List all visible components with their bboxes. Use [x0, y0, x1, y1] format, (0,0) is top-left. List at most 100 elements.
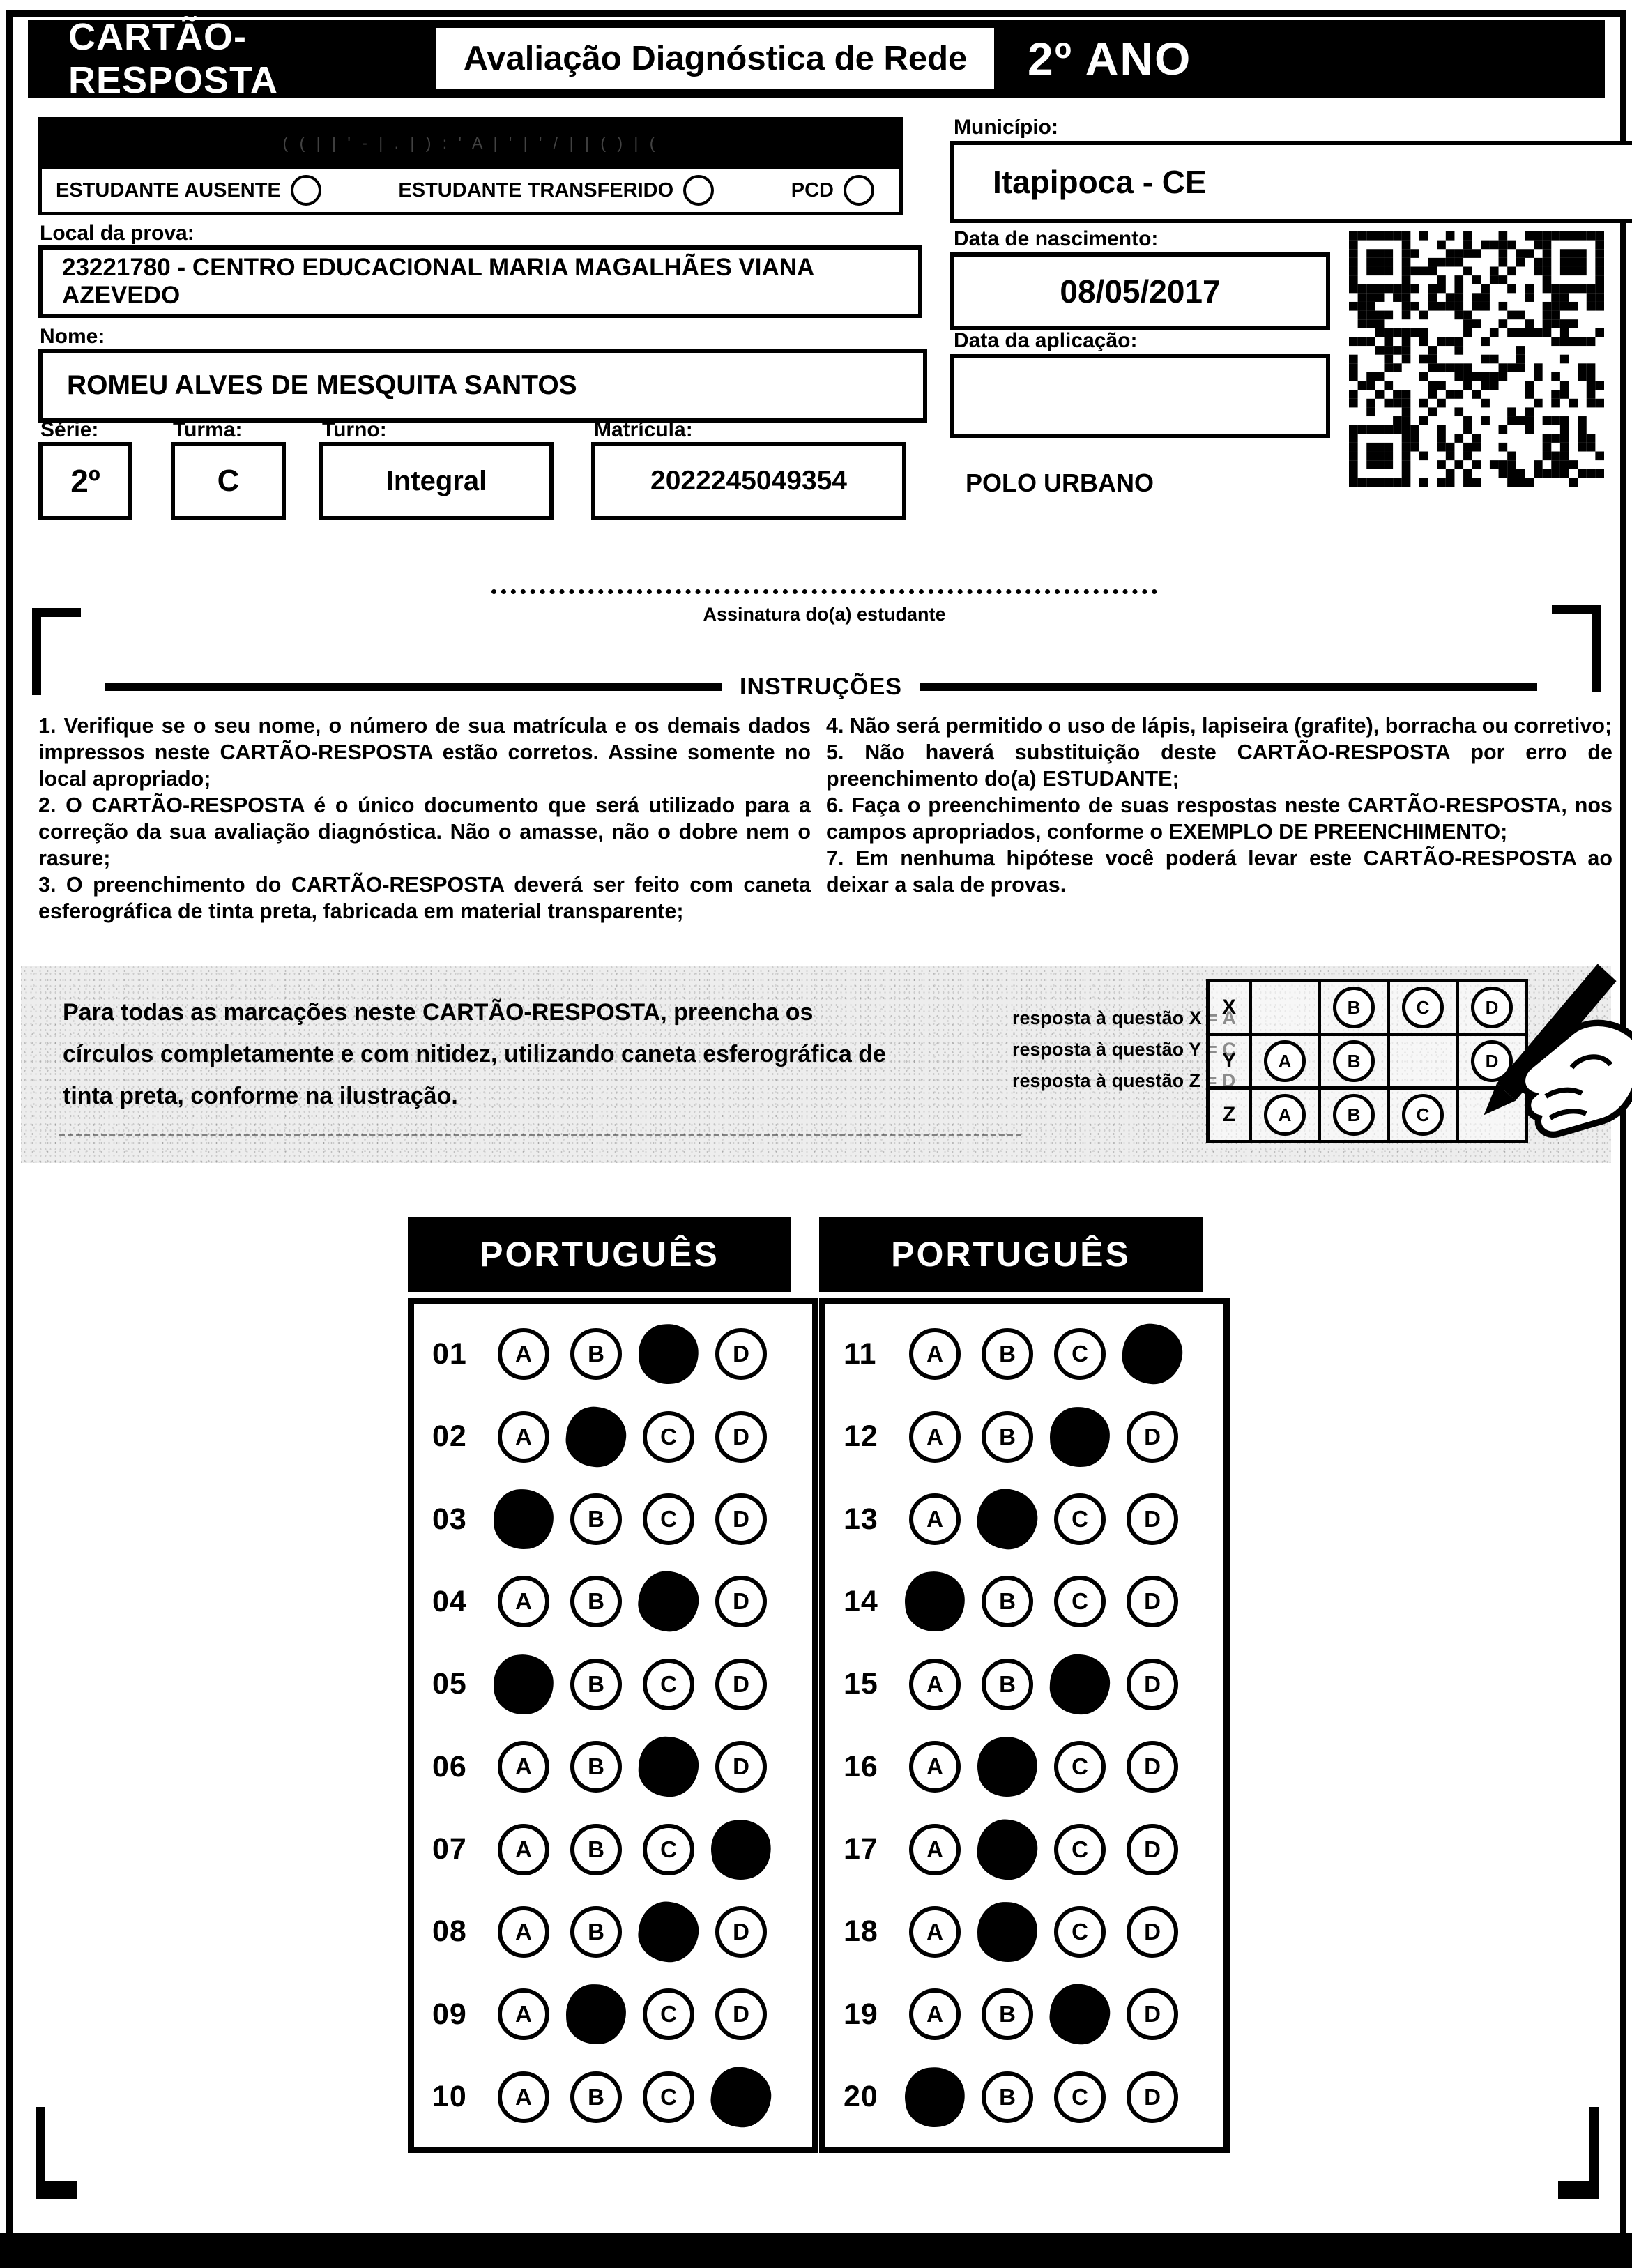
answer-bubble-slot[interactable]: A [905, 1817, 965, 1882]
answer-bubble-slot[interactable]: A [494, 1569, 554, 1634]
answer-bubble-slot[interactable]: B [977, 1569, 1037, 1634]
answer-bubble-slot[interactable]: D [711, 1321, 771, 1387]
answer-bubble[interactable]: C [1402, 1094, 1444, 1136]
answer-bubble-slot[interactable]: D [1122, 1817, 1182, 1882]
answer-bubble-slot[interactable] [1048, 1404, 1112, 1470]
filled-bubble-mark[interactable] [491, 1487, 556, 1551]
answer-bubble[interactable]: A [498, 1410, 549, 1463]
filled-bubble-mark[interactable] [635, 1898, 702, 1965]
answer-bubble[interactable]: D [1127, 1823, 1178, 1875]
answer-bubble[interactable]: B [1333, 1040, 1375, 1082]
answer-bubble[interactable]: D [715, 1905, 767, 1958]
filled-bubble-mark[interactable] [901, 2063, 968, 2131]
answer-bubble-slot[interactable]: A [905, 1899, 965, 1965]
answer-bubble-slot[interactable]: D [1122, 1981, 1182, 2047]
answer-bubble-slot[interactable]: C [639, 1404, 699, 1470]
example-bubble-cell[interactable]: C [1387, 979, 1459, 1036]
example-bubble-cell[interactable] [1387, 1033, 1459, 1090]
answer-bubble-slot[interactable]: B [977, 2064, 1037, 2130]
answer-bubble[interactable]: A [909, 1741, 961, 1793]
example-bubble-cell[interactable]: C [1387, 1086, 1459, 1143]
answer-bubble-slot[interactable] [974, 1816, 1041, 1883]
answer-bubble-slot[interactable]: D [711, 1486, 771, 1552]
answer-bubble[interactable]: C [1054, 1493, 1106, 1546]
answer-bubble-slot[interactable]: A [494, 1734, 554, 1799]
answer-bubble[interactable]: A [498, 2071, 549, 2123]
answer-bubble-slot[interactable]: A [494, 2064, 554, 2130]
filled-bubble-mark[interactable] [973, 1484, 1042, 1554]
answer-bubble[interactable]: A [498, 1741, 549, 1793]
filled-bubble-mark[interactable] [563, 1404, 629, 1470]
answer-bubble-slot[interactable]: C [1050, 2064, 1110, 2130]
answer-bubble[interactable]: B [570, 1328, 622, 1380]
example-bubble-cell[interactable]: B [1318, 1086, 1390, 1143]
answer-bubble[interactable]: B [570, 1905, 622, 1958]
answer-bubble[interactable]: A [909, 1988, 961, 2041]
example-bubble-cell[interactable]: D [1456, 979, 1528, 1036]
answer-bubble-slot[interactable]: D [711, 1652, 771, 1717]
filled-bubble-mark[interactable] [902, 1569, 968, 1635]
answer-bubble-slot[interactable] [902, 1569, 968, 1635]
answer-bubble[interactable]: D [1127, 1658, 1178, 1710]
answer-bubble-slot[interactable]: D [1122, 1486, 1182, 1552]
answer-bubble-slot[interactable] [565, 1981, 627, 2047]
example-bubble-cell[interactable]: B [1318, 979, 1390, 1036]
answer-bubble-slot[interactable] [635, 1898, 702, 1965]
answer-bubble-slot[interactable] [1048, 1652, 1112, 1717]
answer-bubble[interactable]: D [715, 1576, 767, 1628]
answer-bubble[interactable]: D [1127, 1410, 1178, 1463]
example-bubble-cell[interactable] [1249, 979, 1321, 1036]
answer-bubble-slot[interactable] [706, 1815, 776, 1884]
answer-bubble-slot[interactable]: B [566, 1652, 626, 1717]
answer-bubble[interactable]: B [570, 1576, 622, 1628]
answer-bubble-slot[interactable]: A [905, 1486, 965, 1552]
filled-bubble-mark[interactable] [708, 2064, 775, 2130]
example-bubble-cell[interactable] [1456, 1086, 1528, 1143]
answer-bubble[interactable]: A [498, 1905, 549, 1958]
answer-bubble[interactable]: A [909, 1410, 961, 1463]
answer-bubble-slot[interactable] [634, 1567, 703, 1636]
example-bubble-cell[interactable]: A [1249, 1033, 1321, 1090]
answer-bubble[interactable]: C [643, 1410, 694, 1463]
answer-bubble-slot[interactable] [635, 1321, 702, 1388]
filled-bubble-mark[interactable] [635, 1321, 702, 1388]
answer-bubble[interactable]: A [909, 1823, 961, 1875]
answer-bubble-slot[interactable]: C [639, 1981, 699, 2047]
answer-bubble[interactable]: D [715, 1410, 767, 1463]
answer-bubble-slot[interactable]: A [905, 1981, 965, 2047]
answer-bubble-slot[interactable]: B [566, 1817, 626, 1882]
answer-bubble-slot[interactable]: A [905, 1404, 965, 1470]
answer-bubble-slot[interactable]: A [905, 1321, 965, 1387]
answer-bubble[interactable]: C [643, 1658, 694, 1710]
answer-bubble-slot[interactable]: B [566, 1734, 626, 1799]
answer-bubble[interactable]: B [1333, 987, 1375, 1028]
filled-bubble-mark[interactable] [1120, 1321, 1185, 1387]
answer-bubble[interactable]: B [982, 1576, 1033, 1628]
answer-bubble[interactable]: B [982, 1988, 1033, 2041]
filled-bubble-mark[interactable] [1046, 1981, 1113, 2048]
answer-bubble-slot[interactable]: C [639, 1817, 699, 1882]
filled-bubble-mark[interactable] [976, 1901, 1039, 1963]
answer-bubble-slot[interactable]: A [494, 1404, 554, 1470]
answer-bubble[interactable]: B [570, 2071, 622, 2123]
answer-bubble[interactable]: A [1264, 1094, 1306, 1136]
answer-bubble-slot[interactable]: D [1122, 1569, 1182, 1634]
filled-bubble-mark[interactable] [634, 1567, 703, 1636]
answer-bubble[interactable]: B [982, 1658, 1033, 1710]
answer-bubble-slot[interactable]: A [494, 1981, 554, 2047]
filled-bubble-mark[interactable] [973, 1732, 1042, 1802]
example-bubble-cell[interactable]: A [1249, 1086, 1321, 1143]
answer-bubble[interactable]: A [909, 1658, 961, 1710]
answer-bubble-slot[interactable]: B [566, 2064, 626, 2130]
answer-bubble[interactable]: C [1054, 1905, 1106, 1958]
answer-bubble-slot[interactable]: D [1122, 1734, 1182, 1799]
answer-bubble[interactable]: A [909, 1905, 961, 1958]
answer-bubble[interactable]: C [643, 1823, 694, 1875]
example-bubble-cell[interactable]: B [1318, 1033, 1390, 1090]
answer-bubble-slot[interactable] [1120, 1321, 1185, 1387]
answer-bubble[interactable]: A [1264, 1040, 1306, 1082]
answer-bubble-slot[interactable] [976, 1899, 1039, 1965]
answer-bubble-slot[interactable] [973, 1732, 1042, 1802]
answer-bubble[interactable]: C [1054, 1741, 1106, 1793]
answer-bubble[interactable]: D [1127, 1493, 1178, 1546]
